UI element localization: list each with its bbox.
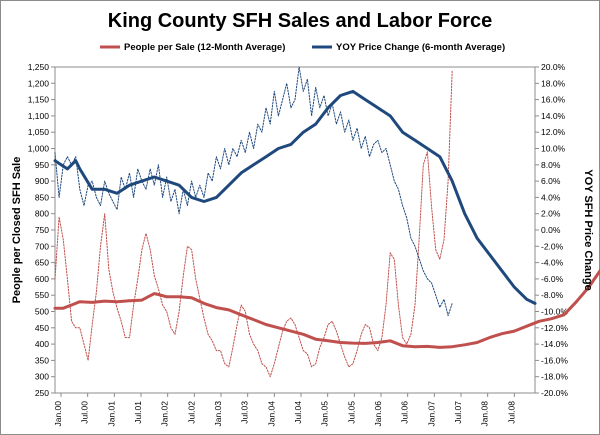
x-tick-label: Jan.05 [320,401,330,427]
right-tick-label: 4.0% [541,192,561,202]
x-tick-label: Jul.04 [293,401,303,424]
right-tick-label: -16.0% [541,355,568,365]
right-tick-label: -10.0% [541,307,568,317]
series-layer [53,66,600,378]
series-line-people-per-sale-monthly [54,69,453,378]
right-tick-label: -6.0% [541,274,564,284]
right-tick-label: 10.0% [541,144,566,154]
right-tick-label: 2.0% [541,209,561,219]
x-tick-label: Jan.01 [106,401,116,427]
left-tick-label: 550 [35,290,49,300]
left-tick-label: 700 [35,241,49,251]
left-tick-label: 250 [35,388,49,398]
left-tick-label: 1,150 [28,95,50,105]
x-tick-label: Jul.01 [133,401,143,424]
left-tick-label: 850 [35,192,49,202]
left-tick-label: 400 [35,339,49,349]
right-tick-label: -12.0% [541,323,568,333]
x-axis-ticks: Jan.00 Jul.00 Jan.01 Jul.01 Jan.02 Jul.02 Jan.… [53,393,516,427]
right-tick-label: -2.0% [541,241,564,251]
left-tick-label: 1,200 [28,78,50,88]
series-line-yoy-price-change-monthly [54,66,453,317]
left-axis-ticks: 250 300 350 400 450 500 550 600 650 700 750 800 850 9… [28,62,55,398]
x-tick-label: Jul.03 [240,401,250,424]
left-tick-label: 450 [35,323,49,333]
left-tick-label: 300 [35,372,49,382]
right-axis-ticks: -20.0% -18.0% -16.0% -14.0% -12.0% -10.0% -8.0… [535,62,568,398]
x-tick-label: Jan.02 [160,401,170,427]
right-tick-label: 18.0% [541,78,566,88]
x-tick-label: Jan.06 [373,401,383,427]
left-tick-label: 800 [35,209,49,219]
right-tick-label: 20.0% [541,62,566,72]
left-tick-label: 1,250 [28,62,50,72]
right-tick-label: 8.0% [541,160,561,170]
right-tick-label: -4.0% [541,258,564,268]
left-tick-label: 350 [35,355,49,365]
left-tick-label: 900 [35,176,49,186]
right-tick-label: -14.0% [541,339,568,349]
x-tick-label: Jan.03 [213,401,223,427]
x-tick-label: Jul.05 [346,401,356,424]
right-axis-title: YOY SFH Price Change [582,169,594,290]
left-tick-label: 650 [35,258,49,268]
legend-label-people-per-sale: People per Sale (12-Month Average) [124,42,285,53]
left-tick-label: 1,050 [28,127,50,137]
left-tick-label: 750 [35,225,49,235]
chart-title: King County SFH Sales and Labor Force [108,10,493,32]
right-tick-label: 16.0% [541,95,566,105]
series-line-yoy-price-change-6-month-average [53,89,537,305]
legend-label-yoy-price-change: YOY Price Change (6-month Average) [336,42,505,53]
x-tick-label: Jan.08 [480,401,490,427]
left-tick-label: 1,000 [28,144,50,154]
right-tick-label: -20.0% [541,388,568,398]
right-tick-label: 0.0% [541,225,561,235]
left-tick-label: 1,100 [28,111,50,121]
left-axis-title: People per Closed SFH Sale [11,157,23,304]
x-tick-label: Jul.06 [400,401,410,424]
right-tick-label: 14.0% [541,111,566,121]
left-tick-label: 950 [35,160,49,170]
x-tick-label: Jul.00 [80,401,90,424]
x-tick-label: Jan.07 [426,401,436,427]
left-tick-label: 500 [35,307,49,317]
x-tick-label: Jul.02 [186,401,196,424]
series-line-people-per-sale-12-month-average [53,268,600,349]
x-tick-label: Jul.08 [506,401,516,424]
right-tick-label: 6.0% [541,176,561,186]
right-tick-label: -18.0% [541,372,568,382]
x-tick-label: Jan.04 [266,401,276,427]
legend: People per Sale (12-Month Average) YOY P… [100,42,505,53]
right-tick-label: 12.0% [541,127,566,137]
x-tick-label: Jan.00 [53,401,63,427]
left-tick-label: 600 [35,274,49,284]
x-tick-label: Jul.07 [453,401,463,424]
right-tick-label: -8.0% [541,290,564,300]
